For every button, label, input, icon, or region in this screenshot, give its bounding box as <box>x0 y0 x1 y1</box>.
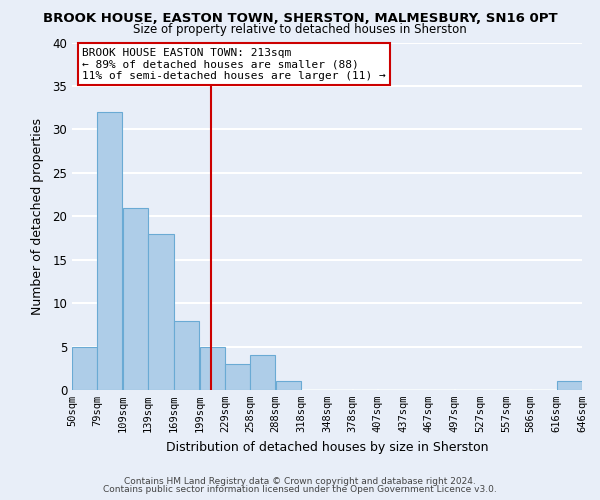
Bar <box>97 112 122 390</box>
Text: Contains public sector information licensed under the Open Government Licence v3: Contains public sector information licen… <box>103 485 497 494</box>
Bar <box>276 382 301 390</box>
Y-axis label: Number of detached properties: Number of detached properties <box>31 118 44 315</box>
Bar <box>174 320 199 390</box>
Bar <box>200 346 225 390</box>
X-axis label: Distribution of detached houses by size in Sherston: Distribution of detached houses by size … <box>166 440 488 454</box>
Text: BROOK HOUSE, EASTON TOWN, SHERSTON, MALMESBURY, SN16 0PT: BROOK HOUSE, EASTON TOWN, SHERSTON, MALM… <box>43 12 557 24</box>
Text: BROOK HOUSE EASTON TOWN: 213sqm
← 89% of detached houses are smaller (88)
11% of: BROOK HOUSE EASTON TOWN: 213sqm ← 89% of… <box>82 48 386 81</box>
Bar <box>148 234 173 390</box>
Bar <box>123 208 148 390</box>
Bar <box>250 355 275 390</box>
Text: Size of property relative to detached houses in Sherston: Size of property relative to detached ho… <box>133 22 467 36</box>
Bar <box>557 382 582 390</box>
Bar <box>72 346 97 390</box>
Bar <box>226 364 250 390</box>
Text: Contains HM Land Registry data © Crown copyright and database right 2024.: Contains HM Land Registry data © Crown c… <box>124 477 476 486</box>
